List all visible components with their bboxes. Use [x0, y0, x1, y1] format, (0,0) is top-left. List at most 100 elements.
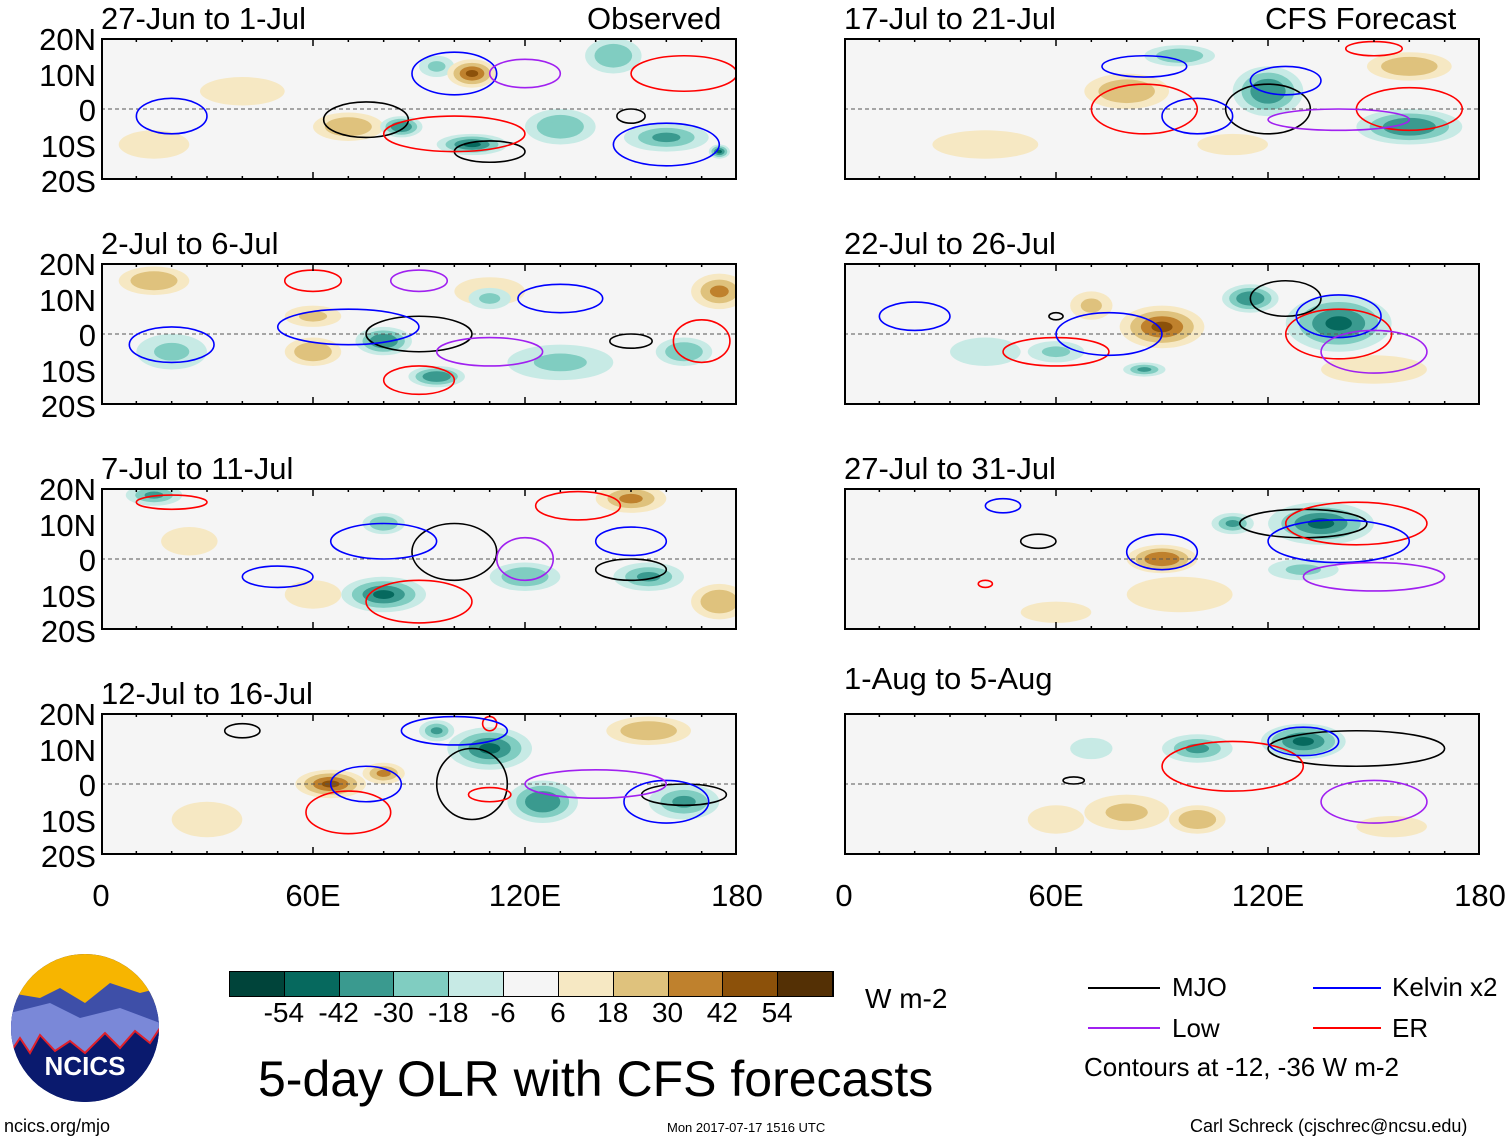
lon-tick-label: 180 [1454, 878, 1506, 913]
olr-anomaly-mark [465, 69, 479, 78]
olr-anomaly-mark [298, 310, 328, 322]
contour-kelvin [411, 51, 498, 96]
contour-low [1302, 561, 1446, 592]
colorbar-label: 54 [761, 997, 793, 1028]
olr-anomaly-mark [603, 49, 623, 62]
contour-low [1320, 329, 1428, 374]
legend-kelvin-line [1313, 987, 1381, 989]
contour-kelvin [241, 565, 314, 589]
contour-kelvin [1267, 519, 1411, 564]
olr-anomaly-mark [376, 769, 391, 777]
olr-anomaly-mark [619, 493, 643, 504]
legend-mjo-line [1088, 987, 1160, 989]
observed-label: Observed [587, 1, 722, 36]
lat-tick-label: 20S [40, 389, 96, 424]
olr-anomaly-mark [1374, 821, 1410, 832]
olr-anomaly-mark [1112, 85, 1141, 98]
contour-er [365, 579, 473, 624]
contour-er [467, 786, 512, 803]
lat-tick-label: 0 [78, 543, 96, 578]
contour-kelvin [1295, 294, 1382, 339]
legend-er-line [1313, 1027, 1381, 1029]
logo-text: NCICS [45, 1051, 126, 1081]
contour-mjo [223, 722, 261, 739]
contour-er [672, 318, 731, 364]
contour-kelvin [329, 522, 438, 560]
olr-anomaly-mark [1080, 298, 1102, 313]
colorbar-label: 18 [597, 997, 629, 1028]
colorbar-label: -6 [490, 997, 516, 1028]
lat-tick-label: 20N [39, 697, 96, 732]
olr-anomaly-mark [427, 61, 446, 72]
footer-url[interactable]: ncics.org/mjo [4, 1116, 111, 1136]
olr-anomaly-mark [533, 353, 587, 372]
olr-panel [101, 38, 737, 180]
contour-low [435, 336, 544, 367]
olr-anomaly-mark [709, 285, 729, 298]
olr-anomaly-mark [430, 727, 443, 735]
olr-anomaly-mark [221, 84, 264, 99]
olr-anomaly-mark [652, 132, 681, 143]
lon-tick-label: 180 [711, 878, 763, 913]
contour-mjo [1249, 279, 1322, 318]
olr-panel [844, 38, 1480, 180]
lat-tick-label: 20N [39, 22, 96, 57]
olr-anomaly-mark [1167, 52, 1192, 60]
lat-tick-label: 10N [39, 57, 96, 93]
contour-kelvin [1161, 97, 1234, 135]
colorbar-swatch [394, 972, 450, 996]
lat-tick-label: 20N [39, 472, 96, 507]
contour-mjo [365, 315, 473, 353]
contour-kelvin [878, 301, 951, 332]
legend-mjo: MJO [1172, 972, 1227, 1002]
colorbar-label: 30 [651, 997, 684, 1028]
olr-anomaly-mark [932, 130, 1039, 159]
legend-kelvin: Kelvin x2 [1392, 972, 1498, 1002]
colorbar-swatch [558, 972, 614, 996]
contour-er [1284, 501, 1428, 546]
lat-tick-label: 10N [39, 282, 96, 318]
olr-anomaly-mark [1395, 61, 1424, 72]
olr-panel [101, 263, 737, 405]
contour-mjo [435, 747, 509, 821]
colorbar-label: -42 [318, 997, 359, 1028]
colorbar-label: -18 [428, 997, 469, 1028]
colorbar-unit: W m-2 [865, 983, 948, 1014]
olr-anomaly-mark [303, 347, 323, 357]
contour-kelvin [594, 526, 668, 557]
colorbar-swatch [613, 972, 669, 996]
colorbar-swatch [230, 972, 285, 996]
panel-title: 7-Jul to 11-Jul [101, 451, 294, 486]
legend-er: ER [1392, 1013, 1429, 1043]
contour-er [1090, 83, 1199, 135]
contour-mjo [1048, 311, 1064, 321]
panel-title: 22-Jul to 26-Jul [844, 226, 1056, 261]
contour-kelvin [1249, 65, 1322, 96]
lat-tick-label: 10S [40, 578, 96, 614]
olr-panel [101, 488, 737, 630]
olr-anomaly-mark [336, 122, 361, 132]
panel-title: 1-Aug to 5-Aug [844, 661, 1053, 696]
contour-low [389, 269, 449, 293]
contour-kelvin [329, 765, 403, 803]
lat-tick-label: 10S [40, 803, 96, 839]
lat-tick-label: 10N [39, 507, 96, 543]
lon-tick-label: 60E [1028, 878, 1084, 913]
contour-kelvin [1101, 54, 1188, 78]
contour-low [488, 58, 562, 89]
olr-anomaly-mark [533, 796, 552, 808]
colorbar-swatch [778, 972, 833, 996]
contour-mjo [1267, 729, 1446, 768]
olr-panel [844, 263, 1480, 405]
olr-anomaly-mark [154, 342, 190, 361]
olr-anomaly-mark [175, 534, 204, 549]
lon-tick-label: 60E [285, 878, 341, 913]
contour-er [1284, 308, 1393, 360]
colorbar-label: -54 [263, 997, 305, 1028]
olr-anomaly-mark [548, 120, 573, 133]
lon-tick-label: 120E [1231, 878, 1305, 913]
olr-anomaly-mark [634, 726, 663, 736]
contour-er [135, 494, 208, 511]
colorbar-swatch [668, 972, 724, 996]
olr-panel [844, 713, 1480, 855]
